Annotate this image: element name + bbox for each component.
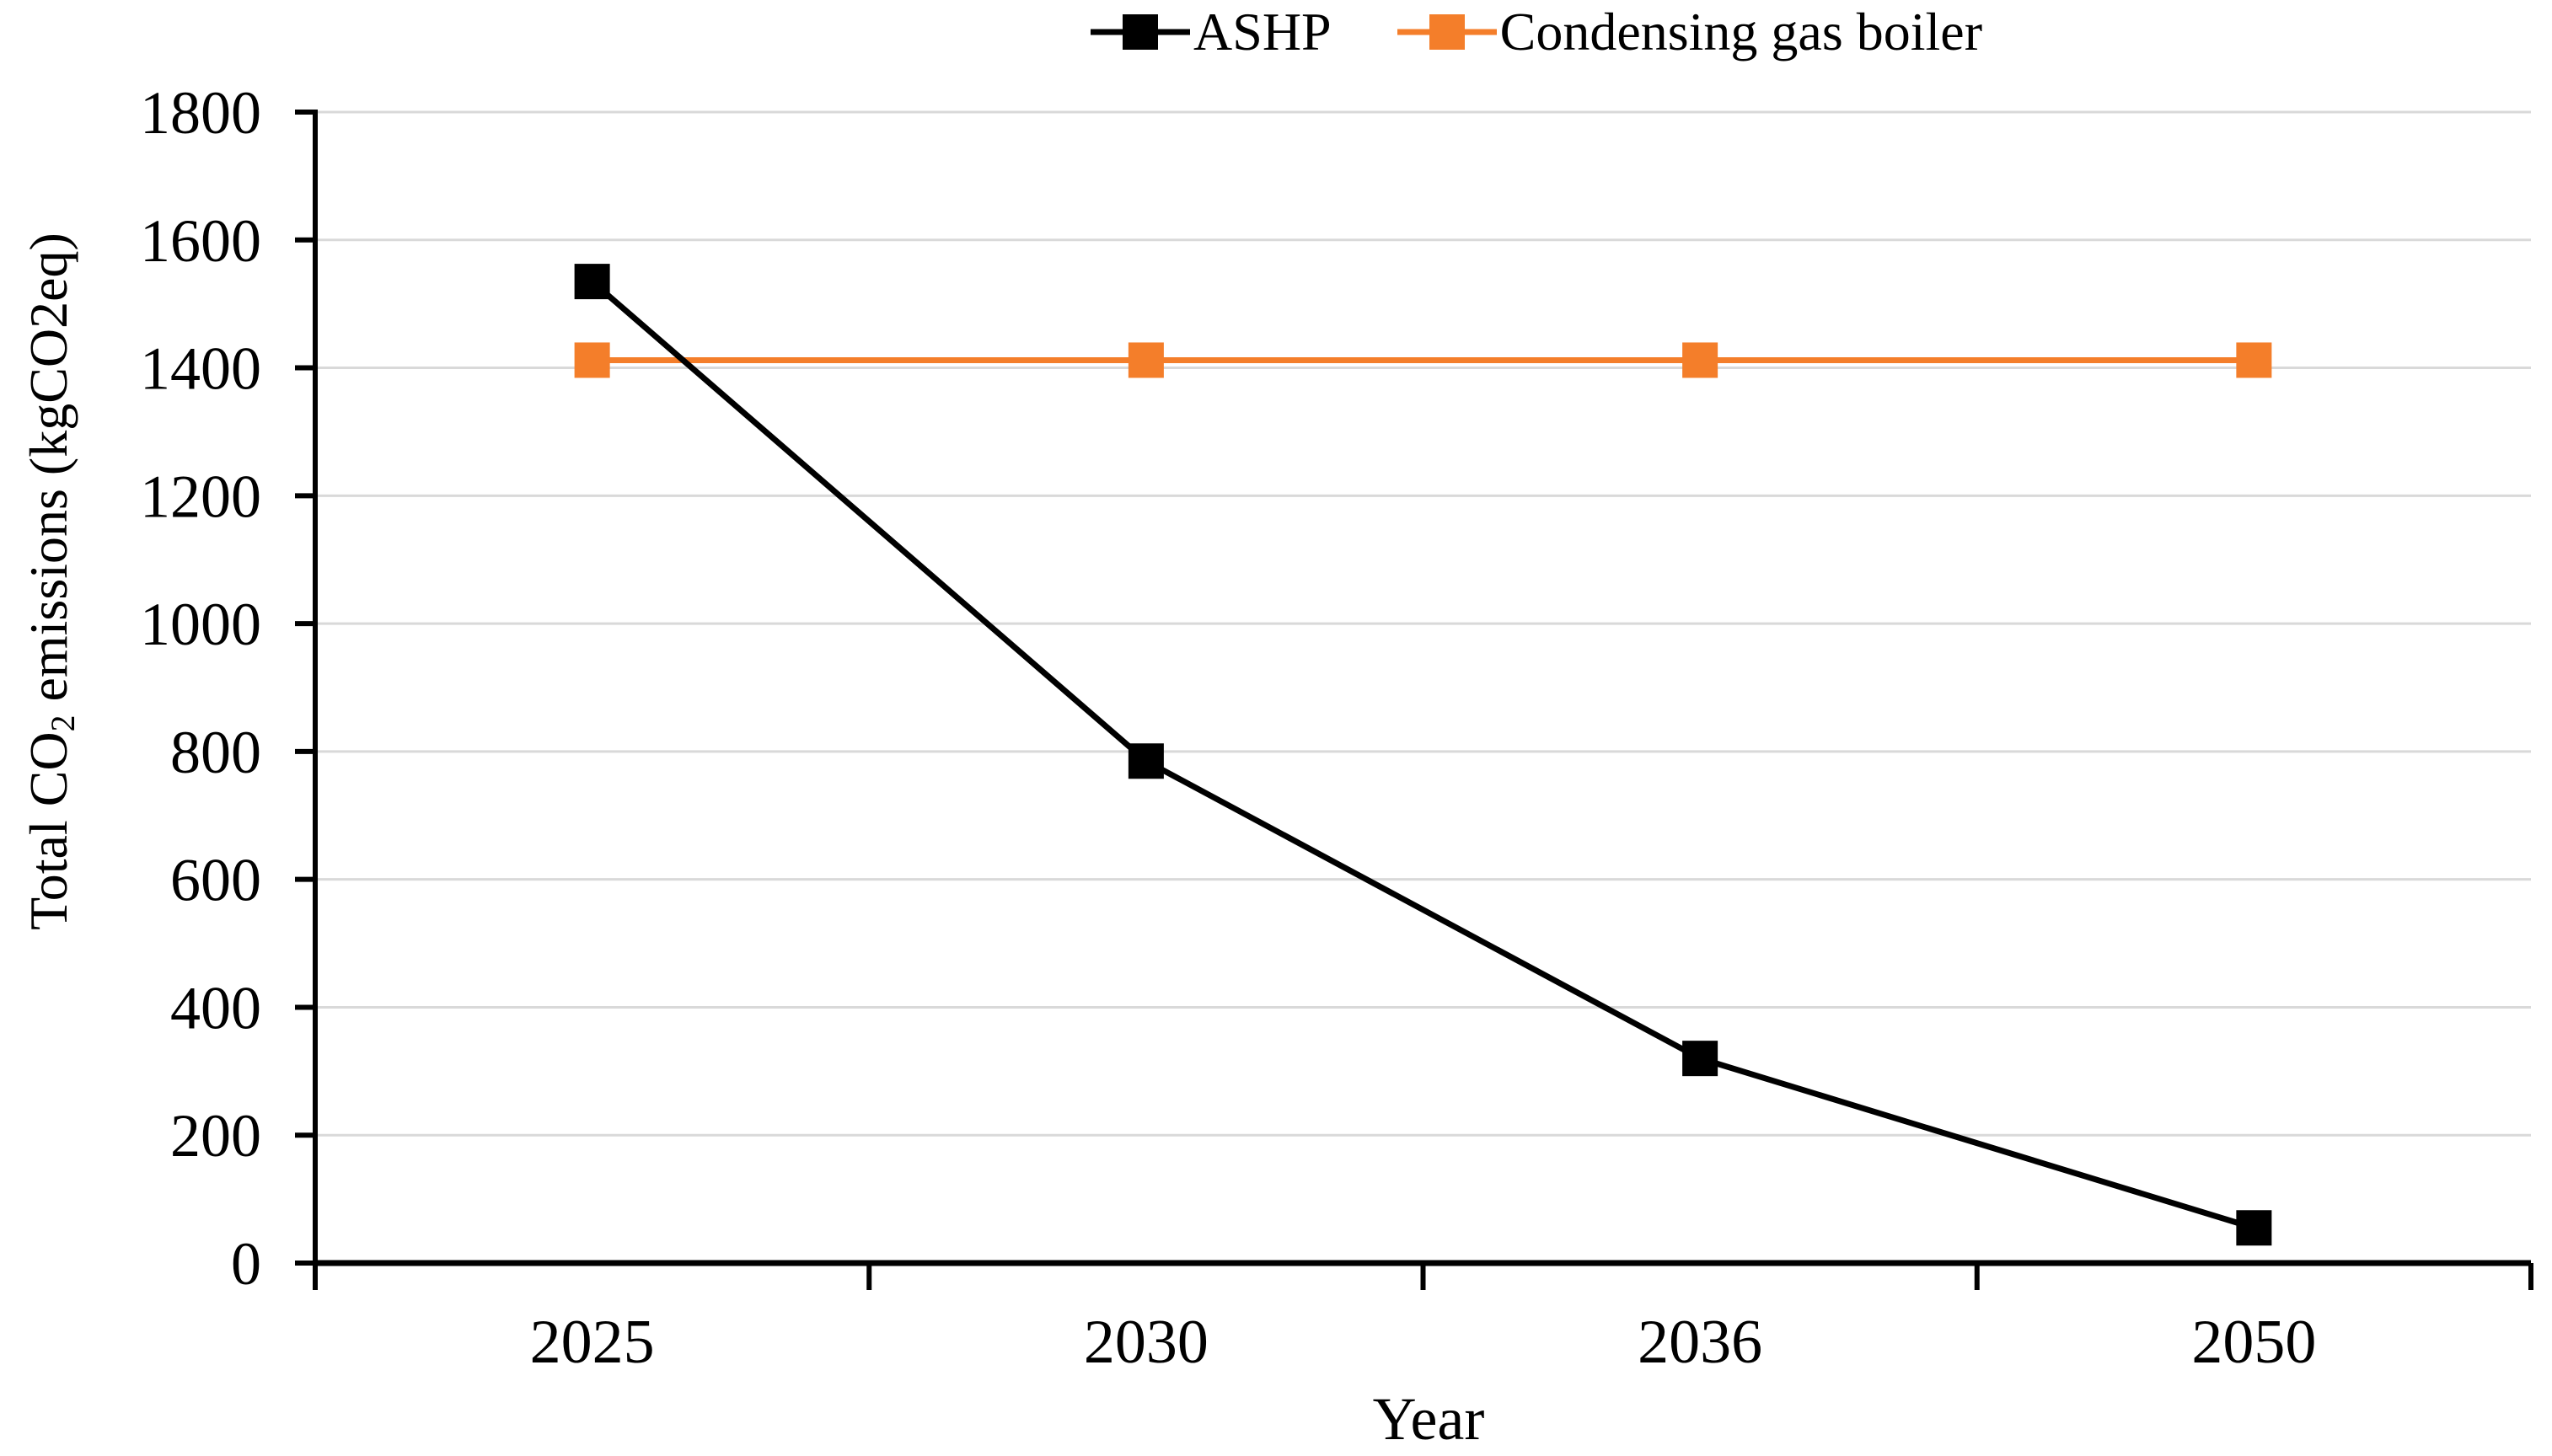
- x-tick-label: 2036: [1638, 1308, 1762, 1377]
- y-tick-label: 0: [231, 1230, 261, 1298]
- legend-label-boiler: Condensing gas boiler: [1499, 2, 1982, 62]
- data-point-marker: [574, 342, 610, 378]
- chart-legend: ASHP Condensing gas boiler: [1091, 5, 1982, 59]
- y-tick-label: 1400: [140, 335, 261, 403]
- y-tick-label: 1000: [140, 591, 261, 658]
- y-tick-label: 1800: [140, 79, 261, 147]
- data-point-marker: [1128, 743, 1164, 779]
- y-tick-label: 1200: [140, 463, 261, 530]
- ashp-legend-marker-icon: [1091, 14, 1190, 50]
- data-point-marker: [2236, 1210, 2272, 1246]
- series-line-ashp: [590, 279, 2255, 1231]
- data-point-marker: [2236, 342, 2272, 378]
- y-axis-title: Total CO2 emissions (kgCO2eq): [19, 233, 82, 930]
- x-tick-label: 2030: [1084, 1308, 1209, 1377]
- y-tick-label: 1600: [140, 207, 261, 275]
- x-axis-title: Year: [1372, 1385, 1485, 1453]
- legend-label-ashp: ASHP: [1193, 2, 1332, 62]
- y-tick-label: 200: [170, 1102, 261, 1170]
- data-point-marker: [1682, 342, 1718, 378]
- boiler-legend-marker-icon: [1397, 14, 1497, 50]
- legend-item-boiler: Condensing gas boiler: [1397, 5, 1982, 59]
- data-point-marker: [1128, 342, 1164, 378]
- y-axis-title-pre: Total CO: [19, 731, 78, 930]
- x-tick-label: 2050: [2191, 1308, 2316, 1377]
- legend-item-ashp: ASHP: [1091, 5, 1332, 59]
- y-tick-label: 400: [170, 974, 261, 1041]
- y-axis-title-post: emissions (kgCO2eq): [19, 233, 78, 715]
- y-axis-title-subscript: 2: [44, 715, 82, 732]
- y-tick-label: 600: [170, 847, 261, 914]
- y-tick-label: 800: [170, 719, 261, 786]
- data-point-marker: [1682, 1041, 1718, 1077]
- x-tick-label: 2025: [530, 1308, 655, 1377]
- data-point-marker: [574, 264, 610, 300]
